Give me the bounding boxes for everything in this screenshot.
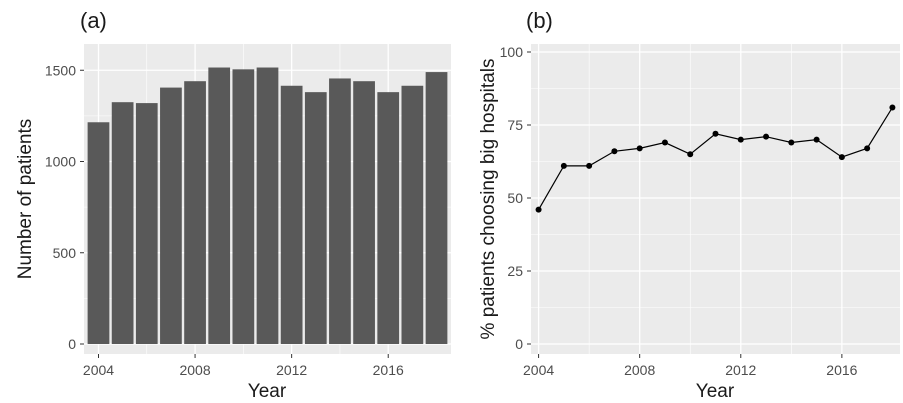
chart-b-point	[535, 206, 542, 213]
chart-b-xtick-label: 2016	[826, 362, 857, 378]
chart-b-ytick-label: 100	[500, 44, 524, 60]
chart-a-bar	[135, 103, 158, 344]
chart-a-bar	[232, 69, 255, 345]
chart-b-point	[889, 104, 896, 111]
chart-b-y-axis-title: % patients choosing big hospitals	[478, 59, 499, 340]
chart-b-x-axis-title: Year	[696, 381, 735, 402]
chart-b-point	[560, 162, 567, 169]
chart-b-point	[737, 136, 744, 143]
chart-b-line-series	[535, 104, 896, 213]
chart-b-point	[864, 145, 871, 152]
chart-a-xtick-label: 2008	[179, 362, 210, 378]
chart-b-point	[661, 139, 668, 146]
chart-a-bar	[377, 92, 400, 345]
chart-b-point	[611, 148, 618, 155]
chart-a-bar	[87, 122, 110, 344]
chart-a-xtick-label: 2004	[83, 362, 114, 378]
chart-b-point	[838, 154, 845, 161]
chart-a-ytick-label: 1500	[45, 62, 76, 78]
chart-b-ytick-label: 75	[507, 117, 523, 133]
chart-a-bar	[425, 72, 448, 344]
chart-a-bar	[280, 85, 303, 344]
chart-a-ytick-label: 0	[68, 336, 76, 352]
chart-b-ytick-label: 0	[515, 336, 523, 352]
chart-a-y-axis-title: Number of patients	[15, 119, 36, 280]
chart-a-bar	[184, 81, 206, 344]
chart-a-x-ticks: 2004 2008 2012 2016	[83, 354, 404, 378]
chart-a-ytick-label: 500	[53, 245, 77, 261]
chart-a: (a) 0 500 1000 1500 2004 2008 2012 2016 …	[15, 8, 451, 402]
chart-b-point	[687, 151, 694, 158]
chart-a-bar	[401, 85, 424, 344]
chart-a-bar	[304, 92, 327, 345]
chart-a-bar	[256, 67, 279, 344]
chart-b-xtick-label: 2004	[523, 362, 554, 378]
chart-a-bar	[111, 102, 134, 344]
chart-b-gridlines	[531, 44, 900, 354]
chart-a-bars	[87, 67, 448, 345]
chart-a-x-axis-title: Year	[248, 381, 287, 402]
chart-b-point	[813, 136, 820, 143]
chart-b-point	[788, 139, 795, 146]
chart-b-panel-label: (b)	[526, 8, 553, 33]
chart-a-bar	[208, 67, 231, 344]
chart-a-bar	[160, 87, 182, 345]
chart-b-y-ticks: 0 25 50 75 100	[500, 44, 531, 352]
chart-a-xtick-label: 2012	[276, 362, 307, 378]
chart-a-xtick-label: 2016	[373, 362, 404, 378]
chart-b-point	[712, 130, 719, 137]
chart-b-point	[636, 145, 643, 152]
chart-a-bar	[329, 78, 351, 345]
chart-b-point	[763, 133, 770, 140]
chart-b-xtick-label: 2012	[725, 362, 756, 378]
chart-b-x-ticks: 2004 2008 2012 2016	[523, 354, 858, 378]
chart-b-ytick-label: 25	[507, 263, 523, 279]
chart-b-ytick-label: 50	[507, 190, 523, 206]
chart-a-panel-label: (a)	[80, 8, 107, 33]
chart-b-xtick-label: 2008	[624, 362, 655, 378]
chart-b-plot-area	[531, 44, 900, 354]
chart-b-point	[586, 162, 593, 169]
chart-a-bar	[353, 81, 375, 344]
chart-a-ytick-label: 1000	[45, 154, 76, 170]
chart-a-y-ticks: 0 500 1000 1500	[45, 62, 84, 352]
chart-b: (b) 0 25 50 75 100 2004 2008 2012 2016 Y…	[478, 8, 900, 402]
